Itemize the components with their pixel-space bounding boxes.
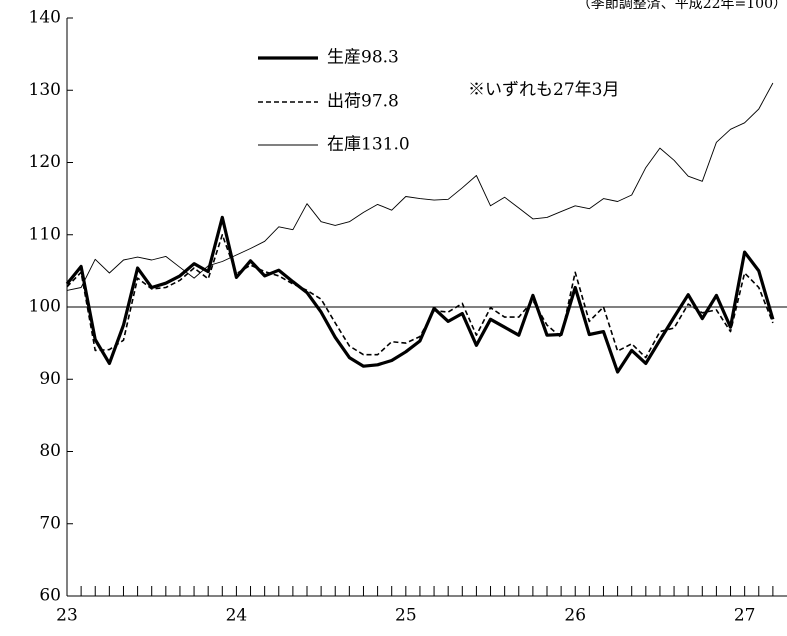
y-tick-label: 60: [39, 586, 61, 606]
series-line-inventory: [66, 82, 774, 291]
x-tick-label: 23: [56, 606, 78, 626]
x-tick-label: 25: [395, 606, 417, 626]
y-tick-label: 110: [29, 224, 61, 244]
series-lines: [65, 82, 775, 374]
x-tick-label: 26: [564, 606, 586, 626]
legend: 生産98.3 出荷97.8 在庫131.0: [258, 48, 410, 155]
y-tick-label: 90: [39, 369, 61, 389]
x-tick-label: 24: [226, 606, 248, 626]
y-tick-label: 80: [39, 441, 61, 461]
x-tick-label: 27: [734, 606, 756, 626]
y-tick-label: 130: [29, 80, 61, 100]
y-tick-label: 70: [39, 513, 61, 533]
y-tick-label: 100: [29, 297, 61, 317]
legend-label: 在庫131.0: [327, 135, 410, 155]
y-tick-label: 120: [29, 152, 61, 172]
corner-note: （季節調整済、平成22年=100）: [577, 0, 787, 12]
legend-label: 出荷97.8: [327, 92, 399, 112]
legend-label: 生産98.3: [327, 48, 399, 68]
chart-note: ※いずれも27年3月: [468, 80, 619, 100]
y-tick-label: 140: [29, 8, 61, 28]
series-line-shipments: [66, 234, 774, 359]
series-line-production: [65, 215, 775, 374]
axes: 60 70 80 90 100 110 120 130 140 23 24 25 26 27: [29, 8, 787, 626]
